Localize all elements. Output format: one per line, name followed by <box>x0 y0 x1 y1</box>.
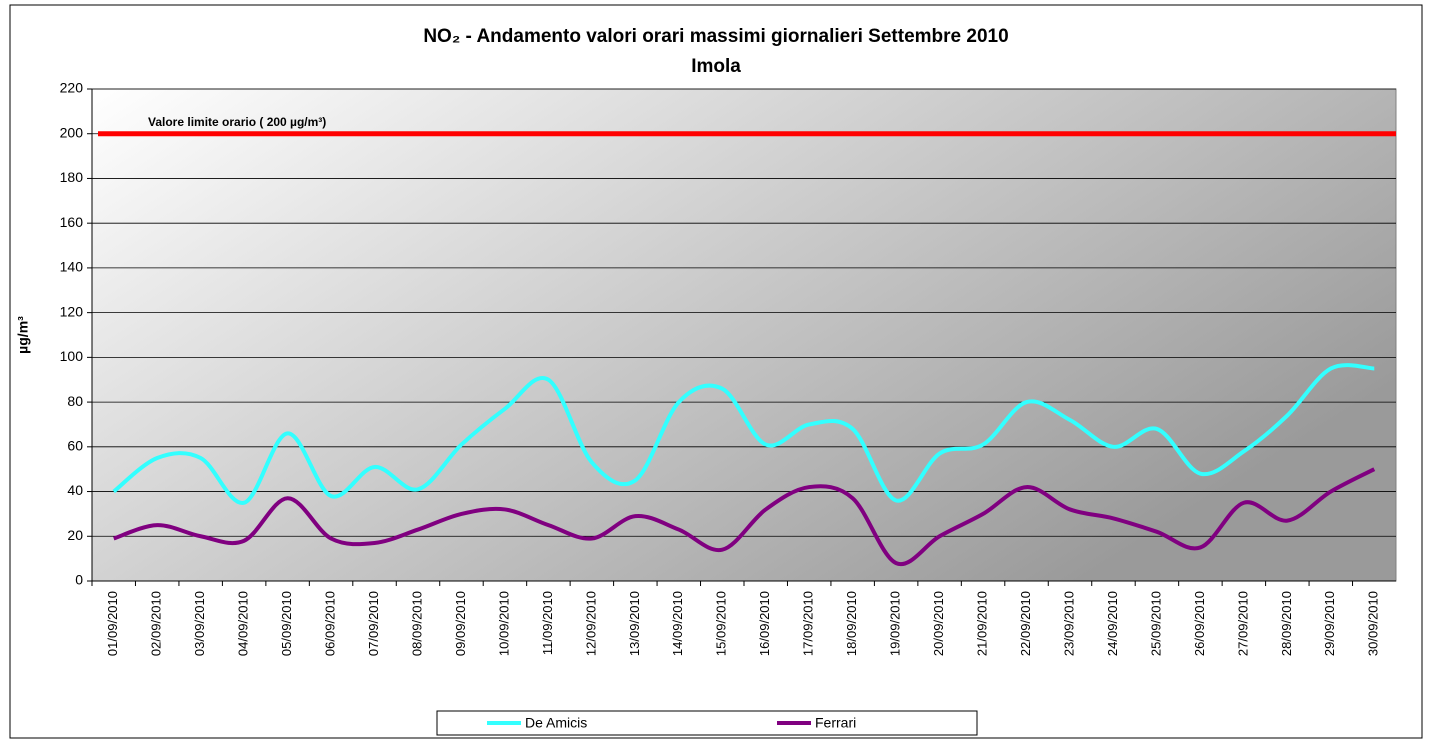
legend-label: De Amicis <box>525 715 587 731</box>
series-line <box>113 467 1376 567</box>
x-tick-label: 27/09/2010 <box>1235 591 1250 656</box>
x-tick-label: 19/09/2010 <box>888 591 903 656</box>
x-tick-label: 17/09/2010 <box>801 591 816 656</box>
x-tick-label: 20/09/2010 <box>931 591 946 656</box>
x-tick-label: 05/09/2010 <box>279 591 294 656</box>
y-tick-label: 100 <box>60 348 84 364</box>
plot-area <box>91 88 1397 582</box>
y-axis-label: µg/m³ <box>15 316 31 354</box>
y-tick-label: 80 <box>67 393 83 409</box>
y-tick-label: 40 <box>67 482 83 498</box>
x-tick-label: 10/09/2010 <box>496 591 511 656</box>
x-tick-label: 12/09/2010 <box>583 591 598 656</box>
y-tick-label: 120 <box>60 303 84 319</box>
y-tick-label: 140 <box>60 259 84 275</box>
x-tick-label: 08/09/2010 <box>409 591 424 656</box>
x-tick-label: 03/09/2010 <box>192 591 207 656</box>
y-tick-label: 180 <box>60 169 84 185</box>
chart-subtitle: Imola <box>691 56 741 77</box>
x-tick-label: 09/09/2010 <box>453 591 468 656</box>
x-tick-label: 11/09/2010 <box>540 591 555 655</box>
y-tick-label: 0 <box>75 572 83 588</box>
x-tick-label: 02/09/2010 <box>149 591 164 656</box>
y-tick-label: 220 <box>60 80 84 96</box>
x-tick-label: 13/09/2010 <box>627 591 642 656</box>
x-tick-label: 14/09/2010 <box>670 591 685 656</box>
x-tick-label: 30/09/2010 <box>1366 591 1381 656</box>
series-line <box>112 363 1375 505</box>
x-tick-label: 21/09/2010 <box>975 591 990 656</box>
y-tick-label: 200 <box>60 124 84 140</box>
x-tick-label: 24/09/2010 <box>1105 591 1120 656</box>
x-tick-label: 23/09/2010 <box>1061 591 1076 656</box>
y-tick-label: 160 <box>60 214 84 230</box>
x-tick-label: 04/09/2010 <box>236 591 251 656</box>
x-tick-label: 29/09/2010 <box>1322 591 1337 656</box>
x-tick-label: 07/09/2010 <box>366 591 381 656</box>
y-tick-label: 20 <box>67 527 83 543</box>
x-tick-label: 26/09/2010 <box>1192 591 1207 656</box>
legend <box>436 710 978 736</box>
x-tick-label: 28/09/2010 <box>1279 591 1294 656</box>
legend-label: Ferrari <box>815 715 856 731</box>
x-tick-label: 15/09/2010 <box>714 591 729 656</box>
x-tick-label: 22/09/2010 <box>1018 591 1033 656</box>
y-tick-label: 60 <box>67 438 83 454</box>
x-tick-label: 06/09/2010 <box>323 591 338 656</box>
chart-title: NO₂ - Andamento valori orari massimi gio… <box>423 26 1008 47</box>
x-tick-label: 01/09/2010 <box>105 591 120 656</box>
limit-label: Valore limite orario ( 200 µg/m³) <box>148 115 326 129</box>
x-tick-label: 25/09/2010 <box>1148 591 1163 656</box>
x-tick-label: 16/09/2010 <box>757 591 772 656</box>
x-tick-label: 18/09/2010 <box>844 591 859 656</box>
